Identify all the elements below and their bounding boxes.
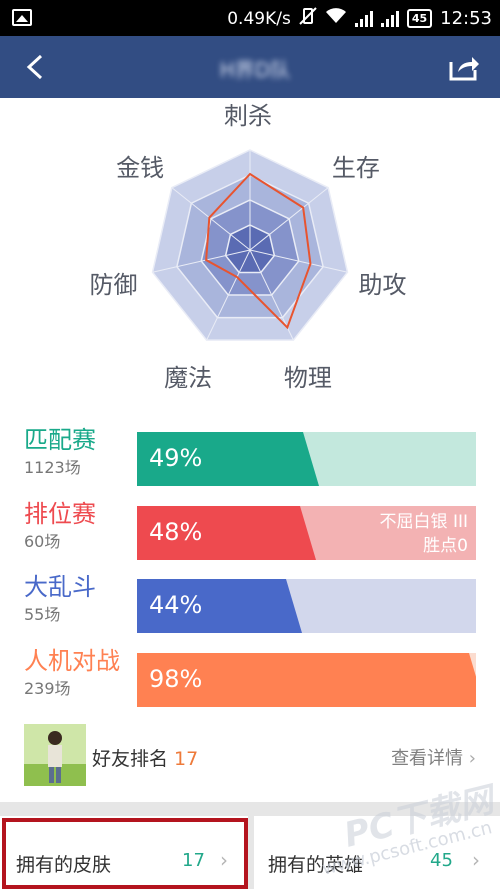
radar-spoke — [152, 249, 251, 273]
friend-rank-text: 好友排名 — [92, 748, 169, 770]
win-rate-value: 44% — [149, 591, 203, 619]
owned-heroes-count: 45 — [430, 850, 453, 871]
radar-axis-label: 物理 — [283, 364, 332, 393]
network-speed: 0.49K/s — [227, 8, 291, 29]
radar-axis-label: 助攻 — [358, 270, 407, 299]
mode-name: 排位赛 — [24, 500, 96, 528]
player-name: H界D队 — [219, 58, 291, 82]
win-rate-bar: 49% — [137, 432, 476, 486]
radar-spoke — [206, 249, 251, 341]
friend-rank-row[interactable]: 好友排名 17 查看详情 › — [0, 720, 500, 792]
mode-row[interactable]: 匹配赛 1123场 49% — [0, 420, 500, 486]
mode-count: 60场 — [24, 532, 61, 551]
owned-skins-count: 17 — [182, 850, 205, 871]
nav-bar: H界D队 — [0, 36, 500, 98]
mode-row[interactable]: 大乱斗 55场 44% — [0, 567, 500, 633]
mode-row[interactable]: 人机对战 239场 98% — [0, 641, 500, 707]
owned-heroes-tile[interactable]: 拥有的英雄 45 › — [254, 816, 500, 889]
win-rate-bar-fill — [137, 506, 316, 560]
highlight-box — [2, 818, 248, 889]
friend-rank-label: 好友排名 17 — [92, 744, 198, 771]
mode-count: 55场 — [24, 605, 61, 624]
win-rate-bar: 98% — [137, 653, 476, 707]
view-details-text: 查看详情 — [391, 748, 464, 769]
ability-radar-chart: 刺杀生存助攻物理 魔法 防御 金钱 — [0, 98, 500, 410]
radar-spoke — [249, 249, 348, 273]
radar-value-polygon — [205, 172, 312, 330]
win-rate-value: 98% — [149, 665, 203, 693]
owned-skins-label: 拥有的皮肤 — [16, 854, 112, 876]
chevron-right-icon: › — [220, 848, 228, 872]
chevron-right-icon: › — [472, 848, 480, 872]
win-rate-bar: 44% — [137, 579, 476, 633]
rank-info: 不屈白银 III 胜点0 — [380, 510, 468, 558]
rank-tier: 不屈白银 III — [379, 512, 468, 532]
radar-axis-label: 刺杀 — [224, 102, 272, 130]
owned-skins-tile[interactable]: 拥有的皮肤 17 › — [0, 816, 248, 889]
rank-points: 胜点0 — [423, 536, 468, 556]
win-rate-bar-fill — [137, 432, 319, 486]
owned-heroes-label: 拥有的英雄 — [268, 854, 364, 876]
radar-spoke — [249, 187, 329, 251]
radar-axis-label: 金钱 — [116, 153, 165, 182]
bottom-tiles: 拥有的皮肤 17 › 拥有的英雄 45 › — [0, 802, 500, 889]
mode-name: 大乱斗 — [24, 573, 96, 601]
status-bar: 0.49K/s 45 12:53 — [0, 0, 500, 36]
win-rate-bar-fill — [137, 653, 476, 707]
mode-row[interactable]: 排位赛 60场 48% 不屈白银 III 胜点0 — [0, 494, 500, 560]
win-rate-value: 49% — [149, 444, 203, 472]
gallery-icon — [12, 9, 32, 26]
radar-axis-label: 生存 — [331, 153, 380, 182]
win-rate-value: 48% — [149, 518, 203, 546]
vibrate-off-icon — [299, 7, 317, 30]
avatar — [24, 724, 86, 786]
wifi-icon — [325, 7, 347, 30]
share-icon[interactable] — [448, 52, 480, 82]
mode-count: 239场 — [24, 679, 71, 698]
mode-count: 1123场 — [24, 458, 81, 477]
radar-axis-label: 魔法 — [164, 364, 213, 393]
clock: 12:53 — [440, 8, 492, 29]
signal-icon — [354, 10, 373, 27]
battery-icon: 45 — [406, 9, 433, 28]
mode-name: 人机对战 — [24, 647, 120, 675]
radar-spoke — [171, 187, 251, 251]
signal-icon-2 — [380, 10, 399, 27]
view-details-link[interactable]: 查看详情 › — [391, 744, 476, 770]
back-icon[interactable] — [24, 54, 46, 80]
friend-rank-value: 17 — [174, 748, 199, 770]
mode-name: 匹配赛 — [24, 426, 96, 454]
win-rate-bar: 48% 不屈白银 III 胜点0 — [137, 506, 476, 560]
radar-svg — [151, 149, 349, 341]
win-rate-bar-fill — [137, 579, 302, 633]
chevron-right-icon: › — [468, 748, 476, 769]
radar-axis-label: 防御 — [89, 270, 138, 299]
